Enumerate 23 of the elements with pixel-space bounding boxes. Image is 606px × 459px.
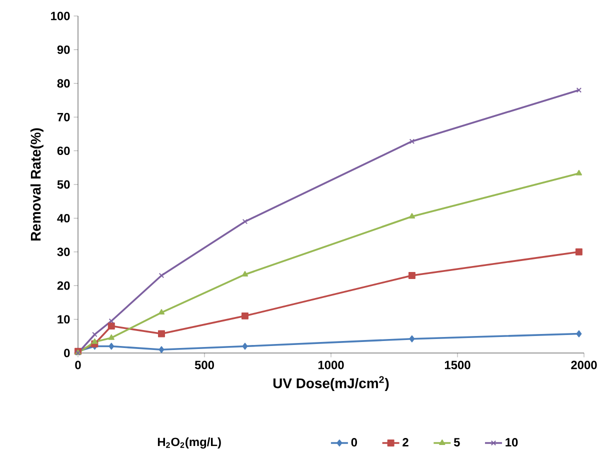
y-tick-label: 10 [58,315,70,324]
legend-label: 5 [454,438,460,446]
y-tick-label: 20 [57,281,70,290]
legend-label: 10 [506,438,518,447]
legend-label: 0 [351,438,357,447]
y-tick-label: 100 [51,12,70,20]
y-tick-label: 90 [57,45,70,54]
x-tick-label: 1500 [444,360,470,370]
x-tick-label: 500 [194,360,214,370]
x-tick-label: 0 [75,360,81,370]
y-axis-title: Removal Rate(%) [30,128,44,241]
y-tick-label: 60 [57,146,70,156]
y-tick-label: 0 [64,348,70,358]
y-tick-label: 80 [57,79,70,88]
x-axis-title: UV Dose(mJ/cm$^{2}$) [273,376,389,391]
y-tick-label: 50 [57,180,70,189]
legend-title: H$_{2}$O$_{2}$(mg/L) [158,437,221,449]
y-tick-label: 40 [57,214,70,222]
x-tick-label: 2000 [571,360,597,370]
x-tick-label: 1000 [318,360,344,370]
y-tick-label: 70 [57,112,70,122]
legend-label: 2 [402,438,408,446]
y-tick-label: 30 [57,248,70,256]
